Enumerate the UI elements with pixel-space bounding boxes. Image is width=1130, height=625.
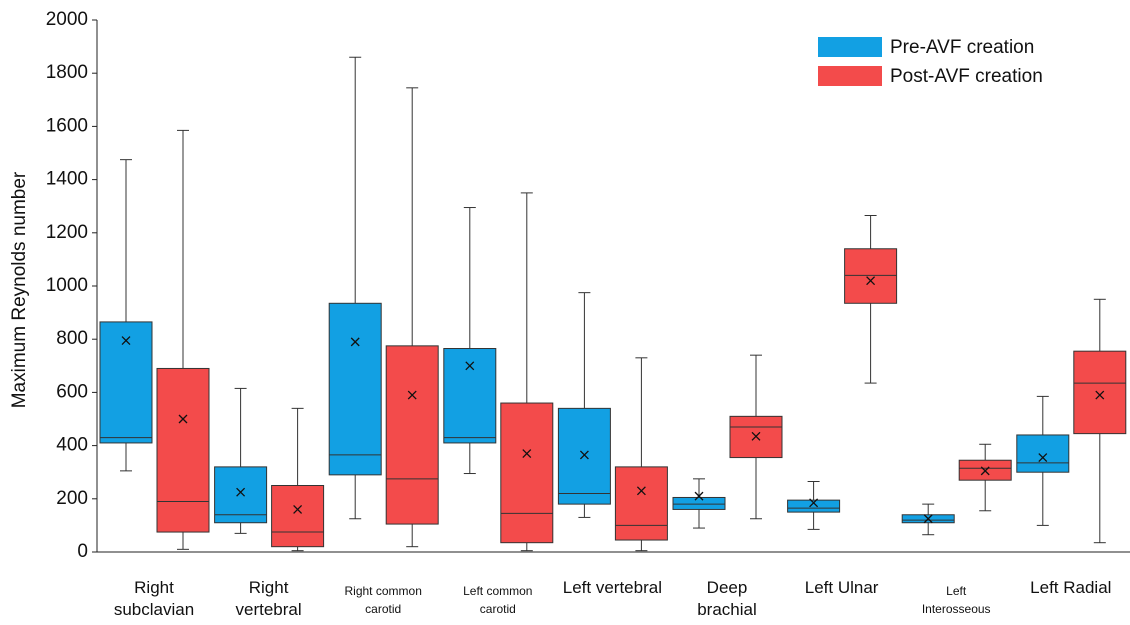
mean-marker xyxy=(751,431,761,441)
mean-marker xyxy=(121,336,131,345)
mean-marker xyxy=(293,504,303,514)
mean-marker xyxy=(407,390,417,400)
mean-marker xyxy=(694,491,704,501)
x-tick-label: Right subclavian xyxy=(113,578,195,619)
mean-marker xyxy=(923,514,933,524)
y-tick-label: 1400 xyxy=(46,169,88,190)
box xyxy=(99,321,153,444)
box xyxy=(271,485,325,548)
mean-marker xyxy=(465,361,475,371)
box xyxy=(787,499,841,513)
mean-marker xyxy=(866,276,876,286)
mean-marker xyxy=(522,449,532,459)
box xyxy=(672,496,726,510)
y-axis-title: Maximum Reynolds number xyxy=(9,171,30,408)
x-tick-label: Right common carotid xyxy=(344,584,422,616)
y-tick-label: 0 xyxy=(77,541,88,562)
y-tick-label: 400 xyxy=(56,435,88,456)
y-tick-label: 1600 xyxy=(46,115,88,136)
y-tick-label: 1000 xyxy=(46,275,88,296)
y-tick-label: 600 xyxy=(56,381,88,402)
mean-marker xyxy=(809,498,819,508)
box xyxy=(156,367,210,533)
box xyxy=(557,407,611,505)
mean-marker xyxy=(350,337,360,347)
box xyxy=(1016,434,1070,473)
legend-swatch xyxy=(818,66,882,86)
y-tick-label: 2000 xyxy=(46,9,88,30)
x-tick-label: Left common carotid xyxy=(463,584,533,616)
mean-marker xyxy=(178,414,188,424)
x-tick-label: Left Ulnar xyxy=(804,578,879,597)
y-tick-label: 1800 xyxy=(46,62,88,83)
box xyxy=(614,466,668,541)
box xyxy=(443,348,497,444)
mean-marker xyxy=(1038,453,1048,463)
mean-marker xyxy=(1095,390,1105,400)
mean-marker xyxy=(579,450,589,460)
y-tick-label: 200 xyxy=(56,488,88,509)
y-tick-label: 1200 xyxy=(46,222,88,243)
x-tick-label: Left Interosseous xyxy=(921,584,991,616)
x-tick-label: Left vertebral xyxy=(562,578,662,597)
x-tick-label: Deep brachial xyxy=(697,578,757,619)
x-tick-label: Left Radial xyxy=(1030,578,1112,597)
box xyxy=(1073,350,1127,435)
x-tick-label: Right vertebral xyxy=(235,578,302,619)
box xyxy=(500,402,554,544)
mean-marker xyxy=(236,487,246,497)
legend-label: Pre-AVF creation xyxy=(890,37,1034,58)
legend-label: Post-AVF creation xyxy=(890,66,1043,87)
mean-marker xyxy=(980,466,990,476)
mean-marker xyxy=(636,486,646,496)
box xyxy=(214,466,268,524)
box xyxy=(844,248,898,304)
box xyxy=(328,302,382,476)
box xyxy=(385,345,439,525)
y-tick-label: 800 xyxy=(56,328,88,349)
legend-swatch xyxy=(818,37,882,57)
